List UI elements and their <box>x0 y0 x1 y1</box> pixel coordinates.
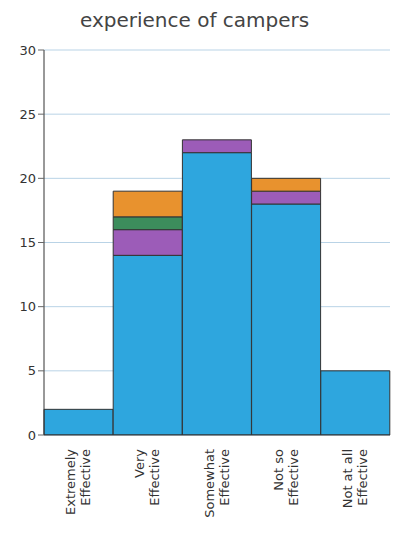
svg-text:VeryEffective: VeryEffective <box>132 449 162 506</box>
svg-text:5: 5 <box>28 363 36 378</box>
svg-text:20: 20 <box>19 171 36 186</box>
html-text:experience of campers: experience of campers <box>80 8 310 32</box>
svg-text:15: 15 <box>19 235 36 250</box>
svg-text:30: 30 <box>19 43 36 58</box>
svg-text:0: 0 <box>28 428 36 443</box>
svg-text:Not soEffective: Not soEffective <box>271 449 301 506</box>
svg-text:25: 25 <box>19 107 36 122</box>
svg-text:Not at allEffective: Not at allEffective <box>340 449 370 508</box>
svg-text:ExtremelyEffective: ExtremelyEffective <box>63 449 93 515</box>
svg-text:SomewhatEffective: SomewhatEffective <box>202 449 232 518</box>
svg-text:10: 10 <box>19 299 36 314</box>
